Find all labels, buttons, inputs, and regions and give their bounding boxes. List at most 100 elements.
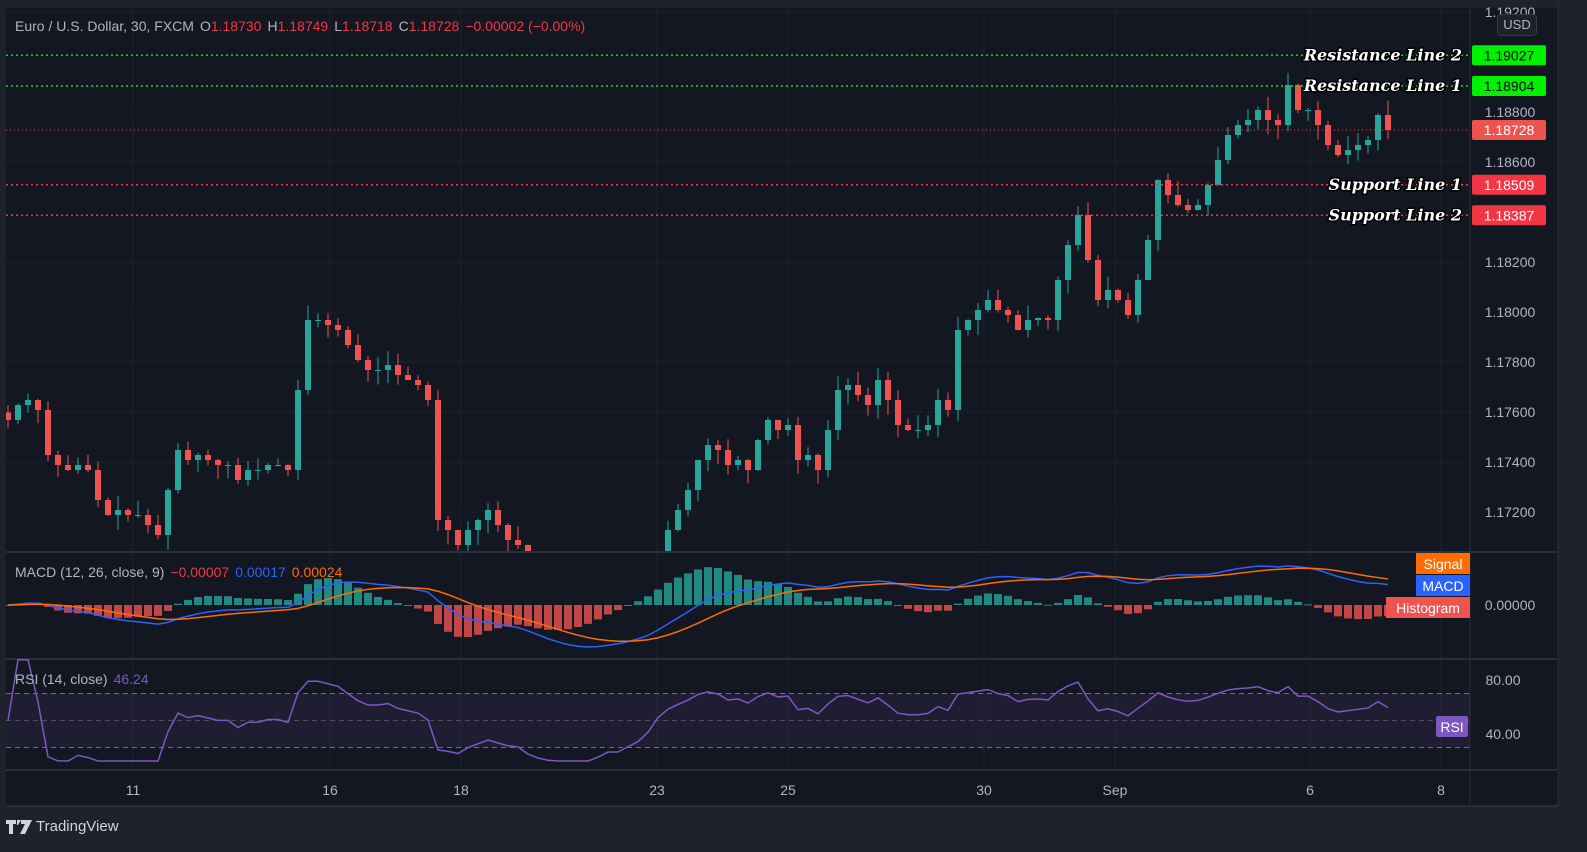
candle-up <box>1035 318 1041 320</box>
macd-histogram-value: −0.00007 <box>170 564 230 580</box>
candle-up <box>675 510 681 530</box>
y-tick-label: 1.17600 <box>1485 404 1536 420</box>
macd-histogram-bar <box>444 605 452 632</box>
macd-histogram-bar <box>894 605 902 606</box>
candle-down <box>1335 145 1341 155</box>
candle-up <box>805 455 811 460</box>
candle-up <box>915 430 921 431</box>
candle-up <box>1215 160 1221 185</box>
macd-histogram-bar <box>314 579 322 605</box>
currency-button[interactable]: USD <box>1497 14 1537 36</box>
macd-histogram-bar <box>804 596 812 605</box>
candle-down <box>1265 110 1271 120</box>
candle-up <box>845 385 851 390</box>
candle-up <box>225 465 231 466</box>
candle-down <box>355 345 361 360</box>
macd-histogram-bar <box>1134 605 1142 614</box>
candle-up <box>665 530 671 551</box>
candle-up <box>75 465 81 470</box>
macd-histogram-bar <box>224 596 232 605</box>
macd-histogram-bar <box>144 605 152 617</box>
candle-down <box>45 410 51 455</box>
candle-down <box>715 445 721 450</box>
macd-histogram-bar <box>334 579 342 605</box>
macd-histogram-bar <box>884 601 892 605</box>
support-price-badge <box>1472 174 1546 195</box>
macd-histogram-bar <box>824 601 832 605</box>
candle-down <box>1125 300 1131 315</box>
rsi-label-text: RSI <box>1440 719 1463 735</box>
macd-histogram-bar <box>1264 597 1272 605</box>
tradingview-brand[interactable]: TradingView <box>6 818 119 835</box>
candle-up <box>955 330 961 410</box>
macd-histogram-bar <box>684 573 692 605</box>
macd-histogram-bar <box>264 598 272 605</box>
candle-up <box>705 445 711 460</box>
macd-histogram-bar <box>414 605 422 609</box>
macd-histogram-bar <box>544 605 552 630</box>
macd-histogram-bar <box>174 603 182 605</box>
macd-histogram-bar <box>1194 601 1202 605</box>
macd-histogram-bar <box>1084 597 1092 605</box>
candle-up <box>825 430 831 470</box>
candle-up <box>1245 120 1251 125</box>
rsi-title: RSI (14, close) <box>15 671 108 687</box>
macd-histogram-bar <box>1224 596 1232 605</box>
candle-down <box>1295 85 1301 110</box>
candle-up <box>465 530 471 545</box>
y-tick-label: 1.18800 <box>1485 104 1536 120</box>
macd-histogram-bar <box>1144 605 1152 610</box>
macd-histogram-bar <box>1154 601 1162 605</box>
candle-up <box>275 465 281 466</box>
macd-histogram-bar <box>1014 599 1022 605</box>
macd-histogram-bar <box>694 569 702 605</box>
macd-histogram-bar <box>214 595 222 605</box>
candle-down <box>395 365 401 375</box>
support-line-label: Support Line 2 <box>1329 205 1462 224</box>
macd-signal-value: 0.00024 <box>291 564 343 580</box>
macd-histogram-bar <box>1324 605 1332 613</box>
candle-up <box>1135 280 1141 315</box>
rsi-y-tick: 40.00 <box>1485 726 1520 742</box>
macd-pane <box>6 565 1392 648</box>
candle-down <box>1005 310 1011 315</box>
macd-histogram-bar <box>714 567 722 605</box>
candle-up <box>1285 85 1291 125</box>
macd-histogram-bar <box>1074 595 1082 605</box>
candle-up <box>755 440 761 470</box>
macd-histogram-bar <box>724 571 732 605</box>
candle-up <box>835 390 841 430</box>
macd-histogram-bar <box>514 605 522 625</box>
candle-down <box>445 520 451 530</box>
candle-up <box>25 400 31 405</box>
macd-histogram-bar <box>1244 595 1252 605</box>
candle-up <box>1065 245 1071 280</box>
macd-histogram-bar <box>1174 599 1182 605</box>
macd-histogram-bar <box>194 597 202 605</box>
macd-histogram-bar <box>834 598 842 605</box>
macd-histogram-bar <box>164 605 172 611</box>
macd-histogram-bar <box>204 595 212 605</box>
support-price-label: 1.18387 <box>1484 207 1535 223</box>
macd-line <box>7 565 1389 648</box>
symbol-title: Euro / U.S. Dollar, 30, FXCM <box>15 18 194 34</box>
macd-histogram-bar <box>524 605 532 627</box>
candle-up <box>375 370 381 371</box>
candle-down <box>525 545 531 551</box>
candle-up <box>975 310 981 320</box>
candle-up <box>935 400 941 425</box>
resistance-line-label: Resistance Line 2 <box>1303 45 1462 64</box>
resistance-price-badge <box>1472 45 1546 66</box>
candle-up <box>1355 145 1361 150</box>
candle-down <box>285 465 291 470</box>
candle-down <box>1175 195 1181 205</box>
macd-histogram-bar <box>1164 599 1172 605</box>
macd-histogram-bar <box>674 577 682 605</box>
macd-histogram-bar <box>624 605 632 606</box>
macd-histogram-bar <box>1254 595 1262 605</box>
open-label: O <box>199 18 211 34</box>
macd-histogram-bar <box>454 605 462 637</box>
x-tick-label: 16 <box>322 782 338 798</box>
macd-histogram-bar <box>424 605 432 612</box>
